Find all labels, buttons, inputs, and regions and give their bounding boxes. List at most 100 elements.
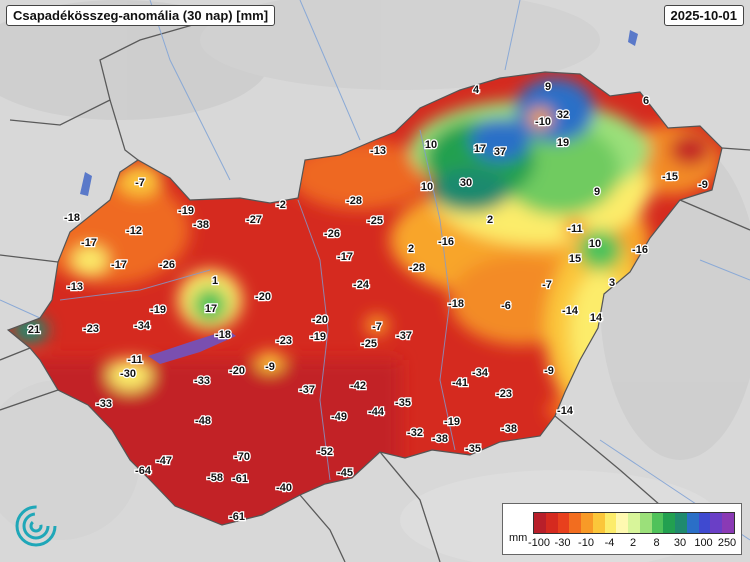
station-value-label: 37 bbox=[494, 146, 506, 158]
station-value-label: -37 bbox=[299, 384, 315, 396]
map-title: Csapadékösszeg-anomália (30 nap) [mm] bbox=[6, 5, 276, 26]
legend-tick-label: 100 bbox=[694, 537, 713, 549]
station-value-label: -19 bbox=[444, 416, 460, 428]
station-value-label: 17 bbox=[474, 143, 486, 155]
station-value-label: -25 bbox=[361, 338, 377, 350]
station-value-label: -34 bbox=[134, 320, 151, 332]
station-value-label: 10 bbox=[589, 238, 601, 250]
map-date: 2025-10-01 bbox=[663, 5, 744, 26]
legend-swatch bbox=[639, 513, 652, 533]
station-value-label: -64 bbox=[135, 465, 152, 477]
lake-outside-east bbox=[628, 30, 638, 46]
station-value-label: -45 bbox=[337, 467, 353, 479]
station-value-label: 17 bbox=[205, 303, 217, 315]
station-value-label: -37 bbox=[396, 330, 412, 342]
station-value-label: -38 bbox=[432, 433, 448, 445]
station-value-label: -38 bbox=[193, 219, 209, 231]
station-value-label: -26 bbox=[324, 228, 340, 240]
station-value-label: -35 bbox=[465, 443, 481, 455]
station-value-label: -23 bbox=[496, 388, 512, 400]
station-value-label: 2 bbox=[487, 214, 493, 226]
legend-swatch bbox=[545, 513, 558, 533]
station-value-label: -9 bbox=[544, 365, 554, 377]
station-value-label: -19 bbox=[310, 331, 326, 343]
station-value-label: -47 bbox=[156, 455, 172, 467]
legend-tick-label: 2 bbox=[629, 537, 637, 549]
station-value-label: -10 bbox=[535, 116, 551, 128]
legend-swatch bbox=[710, 513, 723, 533]
station-value-label: -20 bbox=[229, 365, 245, 377]
station-value-label: -20 bbox=[255, 291, 271, 303]
station-value-label: -11 bbox=[567, 223, 582, 235]
station-value-label: 6 bbox=[643, 95, 649, 107]
legend-swatch bbox=[698, 513, 711, 533]
station-value-label: -19 bbox=[150, 304, 166, 316]
met-service-logo-icon bbox=[15, 505, 57, 547]
legend-color-bar bbox=[533, 512, 735, 534]
station-value-label: -26 bbox=[159, 259, 175, 271]
legend-swatch bbox=[686, 513, 699, 533]
hungary-border bbox=[6, 71, 723, 526]
legend-swatch bbox=[581, 513, 593, 533]
station-value-label: -14 bbox=[562, 305, 579, 317]
station-value-label: -11 bbox=[127, 354, 142, 366]
legend-tick-label: -10 bbox=[578, 537, 594, 549]
station-value-label: -23 bbox=[83, 323, 99, 335]
station-value-label: -35 bbox=[395, 397, 411, 409]
station-value-label: -34 bbox=[472, 367, 489, 379]
station-value-label: -6 bbox=[501, 300, 511, 312]
station-value-label: -61 bbox=[229, 511, 245, 523]
legend-unit: mm bbox=[509, 532, 528, 544]
station-value-label: -17 bbox=[81, 237, 97, 249]
station-value-label: -33 bbox=[96, 398, 112, 410]
legend-swatch bbox=[628, 513, 640, 533]
station-value-label: -48 bbox=[195, 415, 211, 427]
station-value-label: 10 bbox=[421, 181, 433, 193]
legend-swatch bbox=[722, 513, 735, 533]
station-value-label: -2 bbox=[276, 199, 286, 211]
station-value-label: -33 bbox=[194, 375, 210, 387]
station-value-label: -18 bbox=[215, 329, 231, 341]
legend-tick-label: 8 bbox=[653, 537, 660, 549]
color-legend: mm -100 -30 -10 -4 2 8 30 100 250 bbox=[502, 503, 742, 555]
station-value-label: 19 bbox=[557, 137, 569, 149]
station-value-label: -23 bbox=[276, 335, 292, 347]
station-value-label: -44 bbox=[368, 406, 385, 418]
station-value-label: -25 bbox=[367, 215, 383, 227]
legend-swatch bbox=[604, 513, 617, 533]
station-value-label: -58 bbox=[207, 472, 223, 484]
station-value-label: 10 bbox=[425, 139, 437, 151]
station-value-label: 14 bbox=[590, 312, 603, 324]
legend-swatch bbox=[616, 513, 629, 533]
station-value-label: -17 bbox=[111, 259, 127, 271]
station-value-label: -16 bbox=[632, 244, 648, 256]
station-value-label: 32 bbox=[557, 109, 569, 121]
station-value-label: 1 bbox=[212, 275, 218, 287]
station-value-label: -49 bbox=[331, 411, 347, 423]
station-value-label: -9 bbox=[265, 361, 275, 373]
station-value-label: -52 bbox=[317, 446, 333, 458]
station-value-label: -42 bbox=[350, 380, 366, 392]
station-value-label: -14 bbox=[557, 405, 574, 417]
legend-swatch bbox=[592, 513, 605, 533]
legend-tick-label: 250 bbox=[717, 537, 737, 549]
station-value-label: -40 bbox=[276, 482, 292, 494]
legend-swatch bbox=[534, 513, 546, 533]
station-value-label: -61 bbox=[232, 473, 248, 485]
station-value-label: -13 bbox=[67, 281, 83, 293]
station-value-label: -41 bbox=[452, 377, 468, 389]
legend-tick-label: -30 bbox=[554, 537, 571, 549]
station-value-label: -20 bbox=[312, 314, 328, 326]
station-value-label: -18 bbox=[64, 212, 80, 224]
station-value-label: -9 bbox=[698, 179, 708, 191]
station-value-label: 3 bbox=[609, 277, 615, 289]
station-value-label: -70 bbox=[234, 451, 250, 463]
station-value-label: -38 bbox=[501, 423, 517, 435]
station-value-label: 9 bbox=[594, 186, 600, 198]
station-value-label: -19 bbox=[178, 205, 194, 217]
legend-swatch bbox=[557, 513, 570, 533]
legend-tick-label: -4 bbox=[604, 537, 615, 549]
